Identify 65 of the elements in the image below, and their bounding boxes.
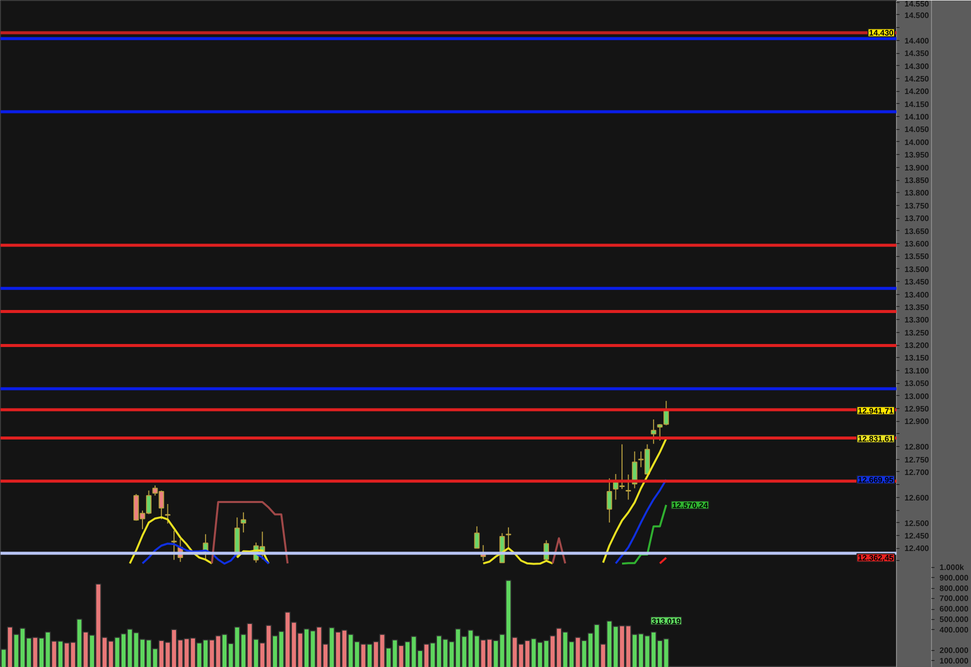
line-series	[621, 504, 668, 565]
y-tick-label: 13.650	[904, 226, 930, 236]
y-tick-label: 12.700	[904, 468, 930, 477]
y2-tick-label: 500.000	[940, 614, 969, 624]
y-tick-label: 13.700	[904, 214, 930, 224]
y-tick-label: 14.200	[904, 87, 930, 96]
y-tick-label: 13.550	[904, 252, 930, 262]
y2-tick-label: 200.000	[940, 646, 969, 655]
y-tick-label: 12.450	[904, 531, 930, 540]
candlestick	[606, 478, 612, 524]
candlestick	[474, 526, 480, 549]
y-tick-label: 13.950	[904, 150, 930, 160]
y-tick-label: 14.000	[904, 138, 930, 147]
y-tick-label: 13.800	[904, 188, 930, 198]
y2-tick-label: 600.000	[940, 604, 969, 614]
y-tick-label: 14.350	[904, 49, 930, 58]
data-label: 12.570,24	[672, 500, 708, 510]
y-tick-label: 13.100	[904, 366, 930, 376]
y-tick-label: 12.500	[904, 518, 930, 528]
annotation: 12.941,71	[858, 406, 894, 416]
annotation: 12.669,95	[858, 476, 894, 485]
y-tick-label: 13.250	[904, 328, 930, 338]
y-tick-label: 14.550	[904, 0, 930, 8]
y-tick-label: 13.450	[904, 278, 930, 287]
y2-tick-label: 100.000	[940, 656, 969, 666]
candlestick	[240, 512, 246, 533]
y2-tick-label: 800.000	[940, 584, 969, 593]
y-tick-label: 13.600	[904, 239, 930, 248]
candlestick	[165, 503, 170, 524]
y-tick-label: 12.600	[904, 493, 930, 502]
y-tick-label: 14.500	[904, 10, 930, 20]
y-tick-label: 13.850	[904, 176, 930, 186]
y-tick-label: 14.050	[904, 125, 930, 134]
y2-tick-label: 400.000	[940, 625, 969, 634]
y2-tick-label: 700.000	[940, 594, 969, 604]
y-tick-label: 12.750	[904, 455, 930, 464]
y-tick-label: 14.150	[904, 100, 930, 109]
y-tick-label: 14.100	[904, 112, 930, 122]
y-tick-label: 12.800	[904, 442, 930, 452]
y-tick-label: 13.500	[904, 264, 930, 274]
y-tick-label: 13.400	[904, 290, 930, 300]
y-tick-label: 13.150	[904, 354, 930, 363]
y-tick-label: 13.300	[904, 316, 930, 325]
annotation: 12.831,61	[858, 434, 894, 444]
ref-line-label: 14.430	[869, 28, 894, 38]
data-label: 313.019	[652, 616, 682, 626]
y-tick-label: 13.350	[904, 302, 930, 312]
y-tick-label: 14.400	[904, 36, 930, 46]
candlestick	[171, 530, 177, 560]
candlestick	[650, 418, 656, 444]
candlestick	[506, 526, 512, 548]
y-tick-label: 13.750	[904, 201, 930, 210]
y2-tick-label: 900.000	[940, 573, 969, 582]
annotation: 12.362,45	[858, 554, 894, 563]
y-tick-label: 12.900	[904, 417, 930, 426]
candlestick	[626, 474, 632, 500]
y-tick-label: 13.000	[904, 392, 930, 401]
y2-tick-label: 1.000k	[940, 563, 965, 572]
y-tick-label: 14.300	[904, 62, 930, 71]
y-tick-label: 13.200	[904, 341, 930, 350]
y-tick-label: 12.950	[904, 404, 930, 414]
y-tick-label: 13.900	[904, 163, 930, 172]
y-tick-label: 13.050	[904, 379, 930, 388]
y-tick-label: 12.400	[904, 544, 930, 554]
y-tick-label: 14.250	[904, 74, 930, 84]
